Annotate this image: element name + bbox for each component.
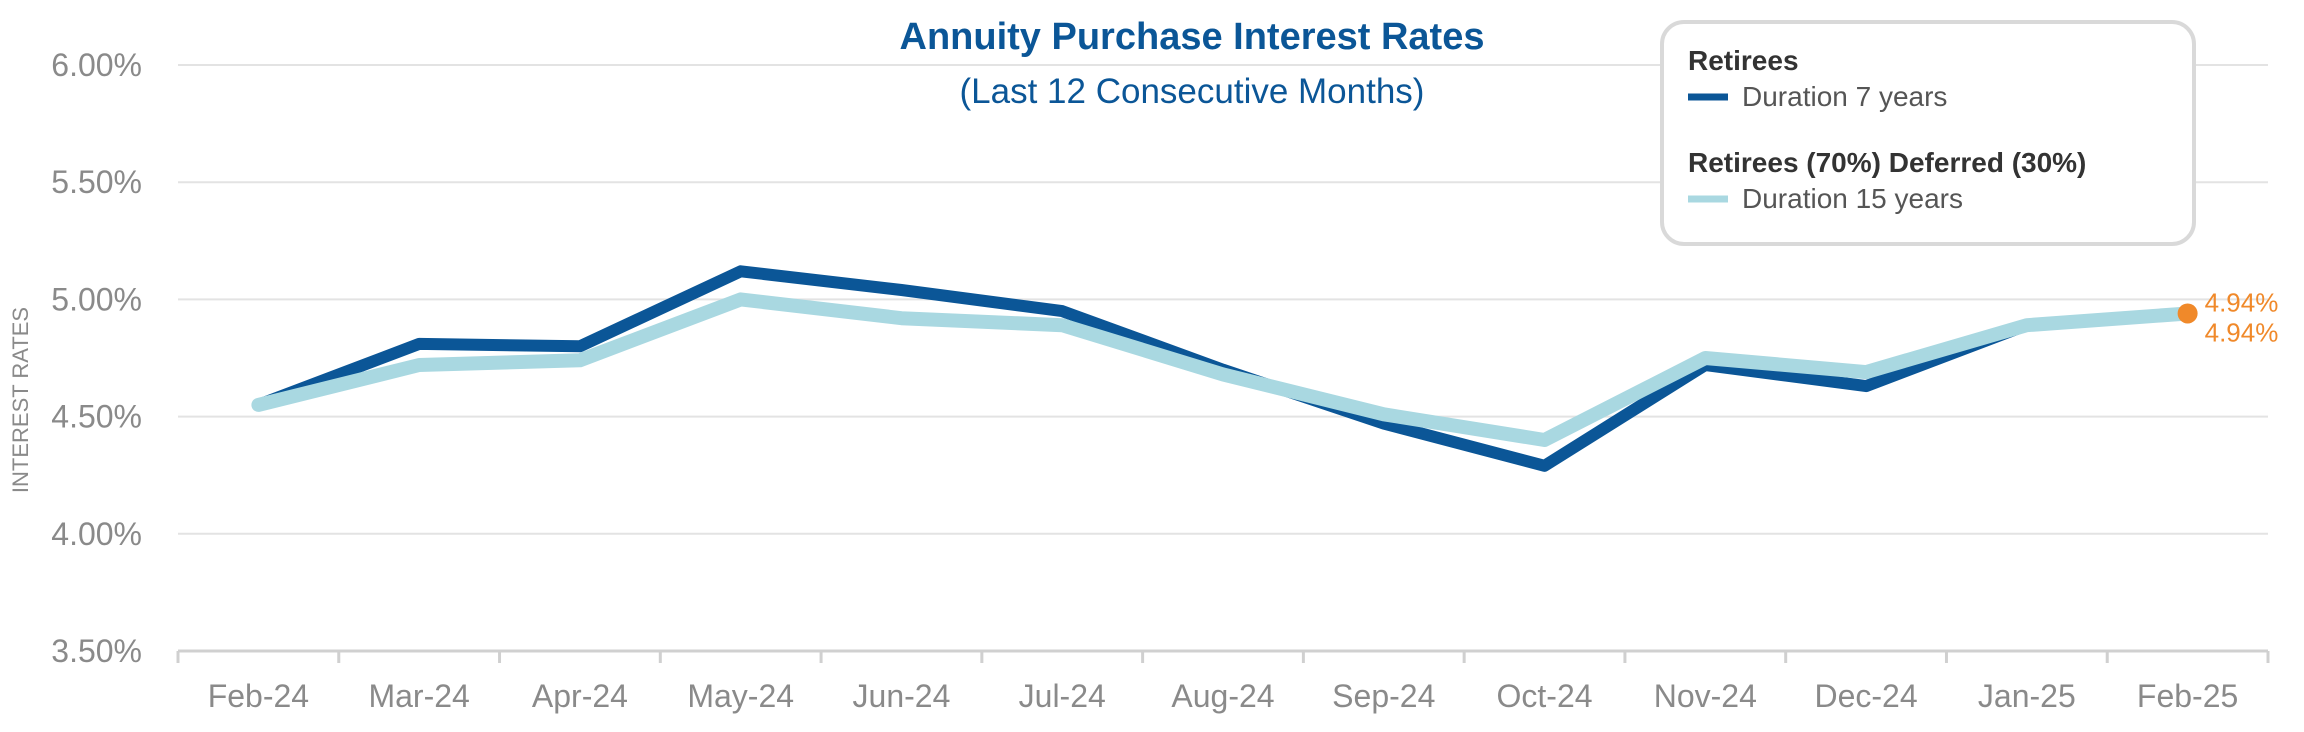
end-value-label: 4.94% <box>2205 287 2279 317</box>
y-tick-label: 3.50% <box>51 633 142 669</box>
x-tick-label: May-24 <box>687 678 794 714</box>
x-tick-label: Feb-25 <box>2137 678 2238 714</box>
y-tick-label: 4.00% <box>51 516 142 552</box>
y-tick-label: 6.00% <box>51 47 142 83</box>
legend-series-1-label: Duration 7 years <box>1742 81 1947 112</box>
series-line-2 <box>251 292 2195 447</box>
chart-subtitle: (Last 12 Consecutive Months) <box>960 72 1425 111</box>
x-tick-label: Mar-24 <box>368 678 469 714</box>
series-lines <box>251 265 2195 472</box>
y-axis-label: INTEREST RATES <box>8 307 33 493</box>
y-tick-labels: 6.00% 5.50% 5.00% 4.50% 4.00% 3.50% <box>51 47 142 669</box>
end-markers: 4.94%4.94% <box>2177 287 2279 347</box>
x-tick-label: Jan-25 <box>1978 678 2076 714</box>
x-tick-label: Jun-24 <box>853 678 951 714</box>
x-tick-label: Dec-24 <box>1814 678 1917 714</box>
end-value-label: 4.94% <box>2205 317 2279 347</box>
x-axis: Feb-24 Mar-24 Apr-24 May-24 Jun-24 Jul-24 Aug-… <box>176 649 2270 714</box>
y-tick-label: 5.00% <box>51 281 142 317</box>
x-tick-label: Aug-24 <box>1171 678 1274 714</box>
x-tick-label: Feb-24 <box>208 678 309 714</box>
legend-series-2-name: Retirees (70%) Deferred (30%) <box>1688 147 2086 178</box>
x-tick-label: Apr-24 <box>532 678 628 714</box>
chart-title: Annuity Purchase Interest Rates <box>900 16 1485 58</box>
legend: Retirees Duration 7 years Retirees (70%)… <box>1660 20 2196 246</box>
y-tick-label: 4.50% <box>51 399 142 435</box>
legend-series-2-label: Duration 15 years <box>1742 183 1963 214</box>
legend-box <box>1660 20 2196 246</box>
end-point-marker <box>2177 303 2198 324</box>
x-tick-label: Nov-24 <box>1654 678 1757 714</box>
x-tick-label: Jul-24 <box>1019 678 1106 714</box>
legend-series-1-name: Retirees <box>1688 45 1799 76</box>
y-tick-label: 5.50% <box>51 164 142 200</box>
x-tick-label: Oct-24 <box>1497 678 1593 714</box>
x-tick-label: Sep-24 <box>1332 678 1435 714</box>
